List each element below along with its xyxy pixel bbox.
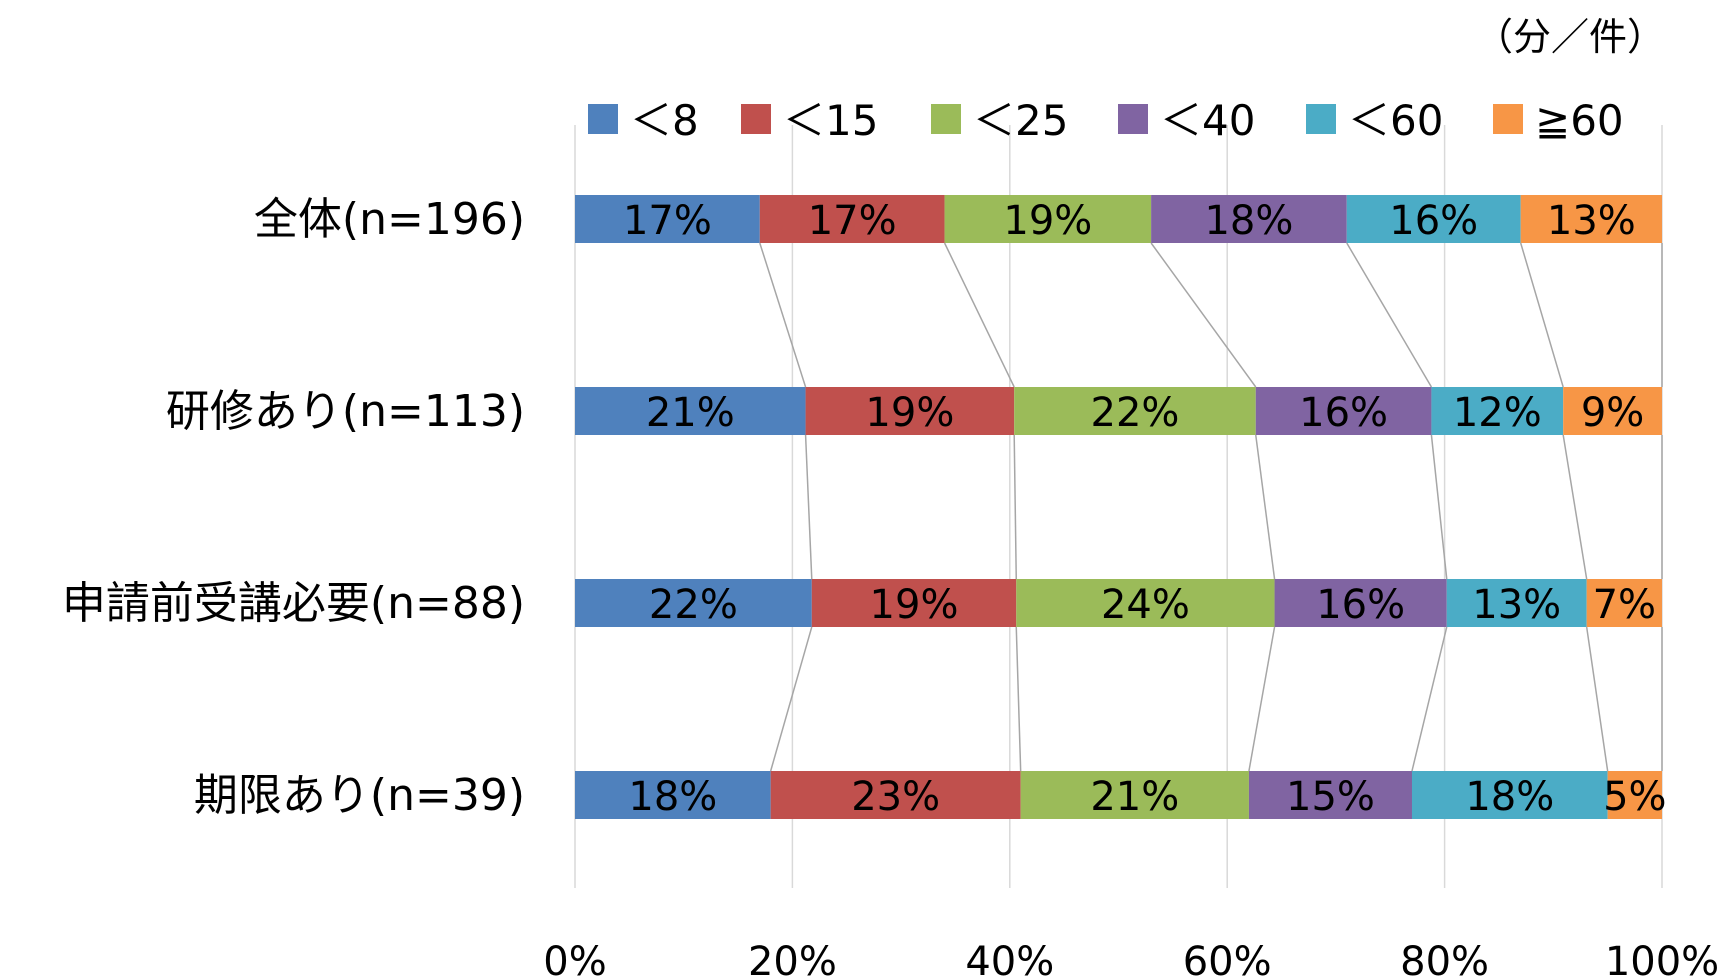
bars: 17% 17% 19% 18% 16% 13% 21% 19% 22% 16% 12% 9% 22% 19… [575, 195, 1667, 820]
bar-segment [1255, 387, 1432, 435]
x-tick-label: 80% [1400, 939, 1489, 978]
bar-segment [1411, 771, 1608, 819]
data-label: 17% [808, 198, 897, 244]
bar-segment [575, 387, 806, 435]
bar-segment [1607, 771, 1662, 819]
data-label: 18% [1204, 198, 1293, 244]
data-label: 12% [1453, 390, 1542, 436]
category-label: 申請前受講必要(n=88) [62, 578, 525, 629]
bar-segment [1151, 195, 1347, 243]
bar-segment [1446, 579, 1587, 627]
data-label: 17% [623, 198, 712, 244]
series-line [1346, 242, 1433, 388]
x-tick-label: 100% [1605, 939, 1719, 978]
legend-swatch [931, 104, 961, 134]
data-label: 18% [1465, 774, 1554, 820]
x-tick-label: 0% [543, 939, 606, 978]
legend-swatch [1493, 104, 1523, 134]
category-label: 全体(n=196) [254, 194, 525, 245]
data-label: 9% [1581, 390, 1644, 436]
bar-segment [1563, 387, 1662, 435]
bar-segment [1014, 387, 1256, 435]
data-label: 18% [628, 774, 717, 820]
data-label: 16% [1316, 582, 1405, 628]
unit-note: （分／件） [1475, 15, 1665, 59]
bar-segment [1520, 195, 1662, 243]
category-label: 期限あり(n=39) [194, 770, 525, 821]
data-label: 7% [1593, 582, 1656, 628]
bar-segment [575, 579, 812, 627]
series-line [1255, 434, 1276, 580]
series-line [1562, 434, 1588, 580]
series-lines [759, 242, 1663, 772]
legend-label: ＜40 [1160, 96, 1255, 145]
data-label: 5% [1603, 774, 1666, 820]
series-line [943, 242, 1015, 388]
legend-label: ＜8 [630, 96, 699, 145]
data-label: 22% [1091, 390, 1180, 436]
series-line [1150, 242, 1257, 388]
category-label: 研修あり(n=113) [166, 386, 525, 437]
data-label: 19% [865, 390, 954, 436]
bar-segment [759, 195, 945, 243]
legend-label: ＜60 [1348, 96, 1443, 145]
bar-segment [1016, 579, 1275, 627]
legend-label: ＜15 [783, 96, 878, 145]
data-label: 13% [1547, 198, 1636, 244]
legend-label: ≧60 [1535, 96, 1624, 145]
x-tick-label: 20% [748, 939, 837, 978]
series-line [759, 242, 807, 388]
bar-segment [1274, 579, 1447, 627]
bar-segment [811, 579, 1017, 627]
legend-swatch [1118, 104, 1148, 134]
bar-segment [1248, 771, 1412, 819]
bar-segment [770, 771, 1021, 819]
x-tick-label: 40% [965, 939, 1054, 978]
legend-swatch [1306, 104, 1336, 134]
bar-segment [805, 387, 1015, 435]
legend-label: ＜25 [973, 96, 1068, 145]
series-line [1585, 626, 1609, 772]
data-label: 15% [1286, 774, 1375, 820]
bar-segment [1020, 771, 1249, 819]
legend: ＜8 ＜15 ＜25 ＜40 ＜60 ≧60 [588, 96, 1624, 145]
series-line [1411, 626, 1448, 772]
series-line [804, 434, 813, 580]
bar-segment [1346, 195, 1521, 243]
data-label: 13% [1472, 582, 1561, 628]
series-line [1430, 434, 1448, 580]
data-label: 22% [649, 582, 738, 628]
series-line [1013, 434, 1018, 580]
x-axis-tick-labels: 0% 20% 40% 60% 80% 100% [543, 939, 1719, 978]
legend-swatch [741, 104, 771, 134]
data-label: 24% [1101, 582, 1190, 628]
data-label: 19% [870, 582, 959, 628]
data-label: 21% [1090, 774, 1179, 820]
category-labels: 全体(n=196) 研修あり(n=113) 申請前受講必要(n=88) 期限あり(n=… [62, 194, 525, 821]
x-tick-label: 60% [1183, 939, 1272, 978]
data-label: 16% [1299, 390, 1388, 436]
series-line [769, 626, 813, 772]
data-label: 21% [646, 390, 735, 436]
bar-segment [575, 195, 760, 243]
bar-segment [1431, 387, 1564, 435]
data-label: 16% [1389, 198, 1478, 244]
series-line [1248, 626, 1276, 772]
data-label: 23% [851, 774, 940, 820]
data-label: 19% [1003, 198, 1092, 244]
legend-swatch [588, 104, 618, 134]
bar-segment [1586, 579, 1662, 627]
series-line [1519, 242, 1564, 388]
bar-segment [575, 771, 771, 819]
series-line [1015, 626, 1022, 772]
bar-segment [944, 195, 1152, 243]
